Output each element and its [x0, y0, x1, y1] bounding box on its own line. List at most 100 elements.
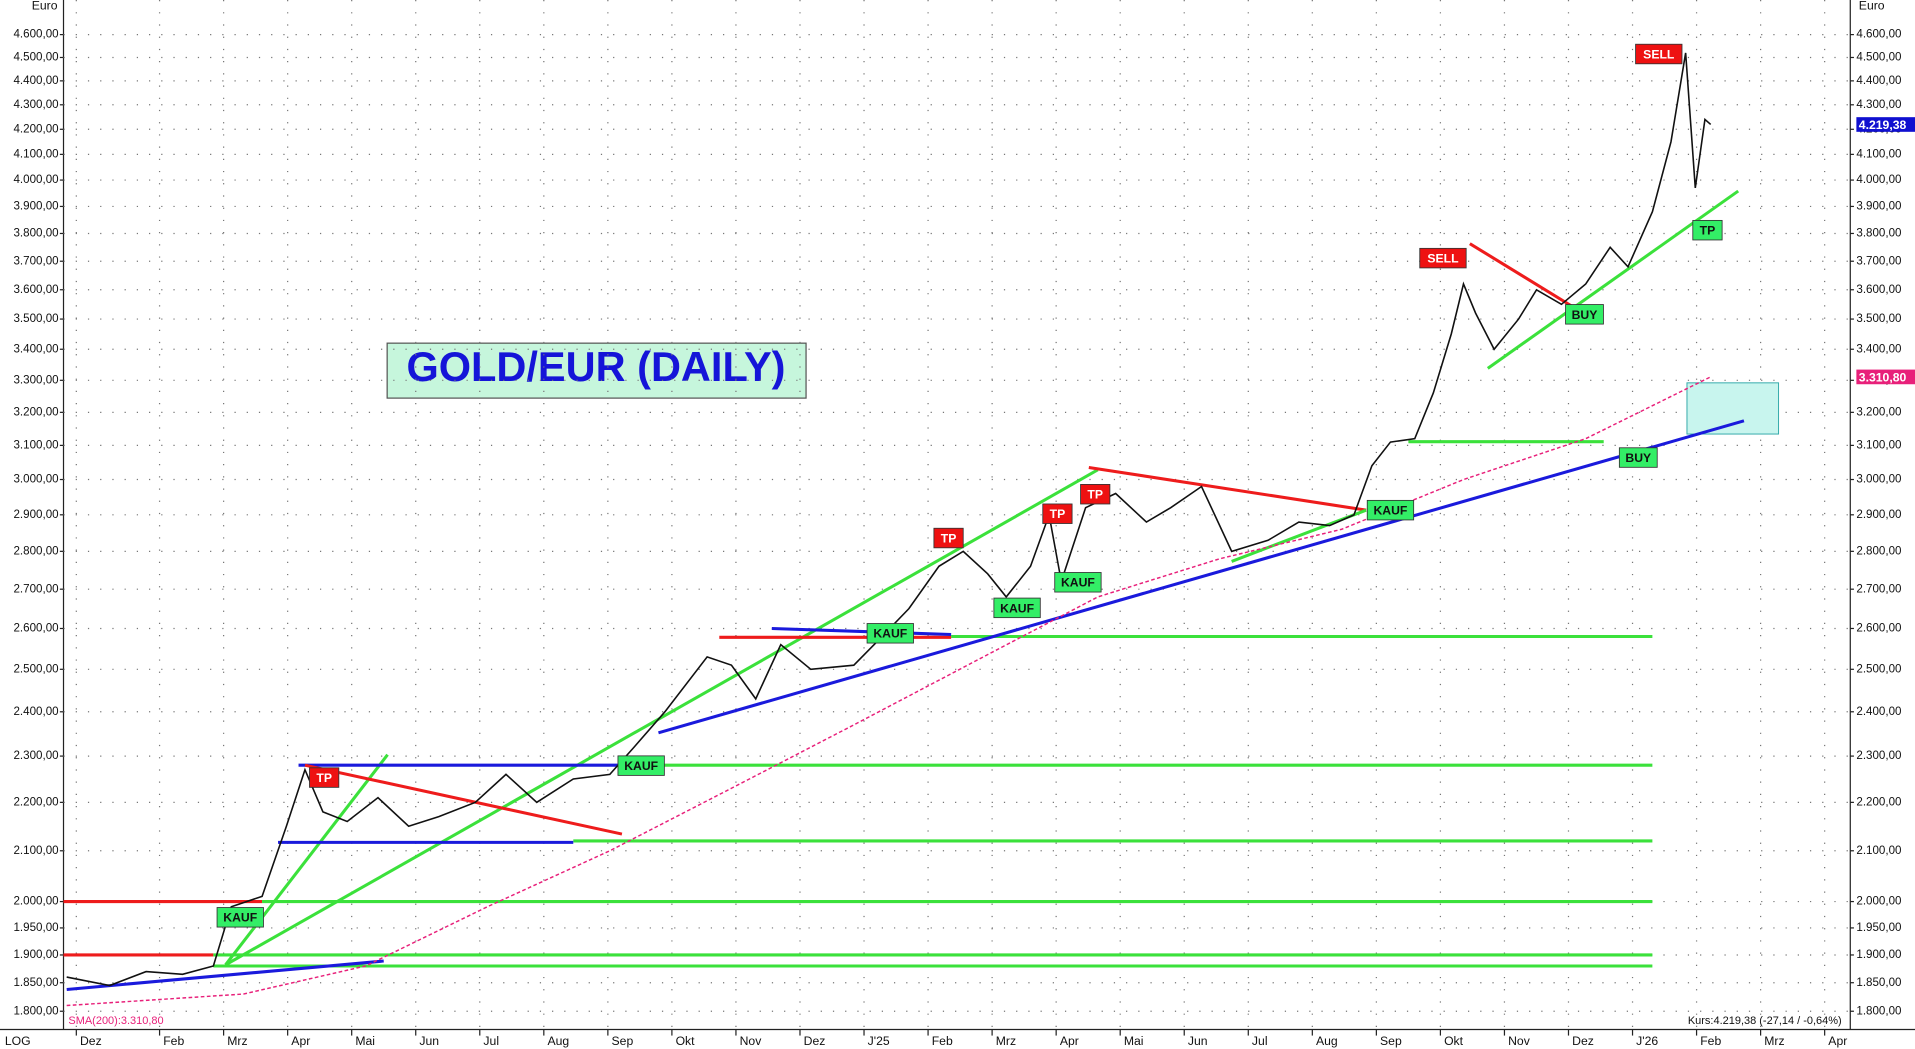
y-tick-label-right: 4.100,00 [1856, 147, 1901, 160]
trend-line [658, 419, 1745, 735]
annotation-label: SELL [1643, 47, 1675, 61]
y-tick-label-right: 2.800,00 [1856, 544, 1901, 557]
trend-line [304, 763, 623, 836]
annotation-label: TP [941, 531, 957, 545]
y-tick-label: 2.300,00 [13, 749, 58, 762]
y-tick-label-right: 1.950,00 [1856, 921, 1901, 934]
annotation-label: KAUF [223, 911, 257, 925]
annotation-label: BUY [1625, 451, 1651, 465]
annotation-box [1042, 503, 1073, 524]
price-line [66, 376, 1712, 1007]
y-tick-label-right: 2.600,00 [1856, 622, 1901, 635]
y-tick-label-right: 2.200,00 [1856, 795, 1901, 808]
annotation-label: KAUF [1000, 601, 1034, 615]
y-tick-label-right: 2.000,00 [1856, 895, 1901, 908]
y-tick-label: 2.700,00 [13, 582, 58, 595]
title-box [386, 342, 807, 399]
x-tick-label: Okt [676, 1034, 696, 1048]
y-tick-label-right: 3.900,00 [1856, 199, 1901, 212]
annotation-box [1419, 247, 1467, 269]
annotation-box [617, 755, 665, 776]
y-tick-label-right: 3.800,00 [1856, 227, 1901, 240]
y-tick-label: 2.900,00 [13, 508, 58, 521]
y-tick-label-right: 3.100,00 [1856, 438, 1901, 451]
y-tick-label: 3.100,00 [13, 438, 58, 451]
x-tick-label: Jun [1188, 1034, 1208, 1048]
y-tick-label-right: 2.100,00 [1856, 844, 1901, 857]
y-tick-label: 3.000,00 [13, 473, 58, 486]
y-tick-label: 4.000,00 [13, 173, 58, 186]
y-tick-label-right: 3.000,00 [1856, 473, 1901, 486]
x-tick-label: Jul [1252, 1034, 1268, 1048]
y-tick-label: 3.200,00 [13, 405, 58, 418]
x-tick-label: Mrz [227, 1034, 247, 1048]
chart-title: GOLD/EUR (DAILY) [406, 343, 785, 390]
y-tick-label-right: 3.600,00 [1856, 283, 1901, 296]
annotation-box [1080, 484, 1111, 505]
x-tick-label: Apr [291, 1034, 310, 1048]
y-tick-label-right: 3.500,00 [1856, 312, 1901, 325]
trend-line [1088, 465, 1367, 512]
y-tick-label-right: 3.200,00 [1856, 405, 1901, 418]
annotation-box [1692, 219, 1723, 241]
x-tick-label: Dez [804, 1034, 826, 1048]
legend-entry: SMA(200):3.310,80 [68, 1015, 163, 1027]
y-tick-label: 4.200,00 [13, 122, 58, 135]
y-tick-label: 3.300,00 [13, 373, 58, 386]
x-tick-label: Okt [1444, 1034, 1464, 1048]
footer: Kurs:4.219,38 (-27,14 / -0,64%) [1688, 1015, 1842, 1027]
x-tick-label: Mrz [996, 1034, 1016, 1048]
y-tick-label-right: 2.300,00 [1856, 749, 1901, 762]
y-unit-right: Euro [1859, 0, 1885, 12]
x-tick-label: J'26 [1636, 1034, 1658, 1048]
y-tick-label: 4.300,00 [13, 98, 58, 111]
annotation-label: KAUF [1373, 504, 1407, 518]
y-tick-label-right: 4.000,00 [1856, 173, 1901, 186]
y-tick-label: 1.850,00 [13, 976, 58, 989]
y-tick-label-right: 4.500,00 [1856, 51, 1901, 64]
annotation-box [993, 597, 1041, 619]
x-tick-label: Feb [1700, 1034, 1721, 1048]
y-tick-label: 3.400,00 [13, 342, 58, 355]
y-tick-label-right: 2.400,00 [1856, 705, 1901, 718]
y-tick-label: 2.400,00 [13, 705, 58, 718]
annotation-label: TP [1087, 488, 1103, 502]
y-tick-label: 3.600,00 [13, 283, 58, 296]
price-tag-label: 4.219,38 [1859, 118, 1907, 132]
y-tick-label-right: 4.600,00 [1856, 28, 1901, 41]
annotation-label: KAUF [624, 759, 658, 773]
trend-line [66, 959, 384, 992]
annotation-box [866, 623, 914, 644]
annotation-box [1635, 43, 1683, 65]
annotation-label: KAUF [873, 627, 907, 641]
price-tag-label: 3.310,80 [1859, 370, 1907, 384]
trend-line [771, 626, 952, 637]
price-tag [1856, 117, 1915, 132]
y-tick-label: 2.100,00 [13, 844, 58, 857]
annotation-label: TP [316, 771, 332, 785]
y-tick-label-right: 4.400,00 [1856, 74, 1901, 87]
x-tick-label: Dez [80, 1034, 102, 1048]
y-tick-label: 4.500,00 [13, 51, 58, 64]
y-tick-label: 3.700,00 [13, 254, 58, 267]
x-tick-label: Jul [483, 1034, 499, 1048]
y-tick-label: 1.800,00 [13, 1004, 58, 1017]
y-tick-label: 1.950,00 [13, 921, 58, 934]
y-tick-label: 3.900,00 [13, 199, 58, 212]
annotation-box [1366, 499, 1415, 521]
annotation-label: TP [1700, 224, 1716, 238]
x-tick-label: Feb [932, 1034, 953, 1048]
y-tick-label: 2.000,00 [13, 895, 58, 908]
x-tick-label: Nov [1508, 1034, 1531, 1048]
y-tick-label: 4.600,00 [13, 28, 58, 41]
annotation-box [933, 527, 964, 549]
y-tick-label-right: 3.400,00 [1856, 342, 1901, 355]
annotation-box [309, 767, 340, 788]
x-tick-label: J'25 [868, 1034, 890, 1048]
x-tick-label: Mrz [1764, 1034, 1784, 1048]
annotation-box [216, 907, 264, 928]
y-tick-label: 2.600,00 [13, 622, 58, 635]
annotation-label: BUY [1572, 308, 1598, 322]
y-unit: Euro [32, 0, 58, 12]
